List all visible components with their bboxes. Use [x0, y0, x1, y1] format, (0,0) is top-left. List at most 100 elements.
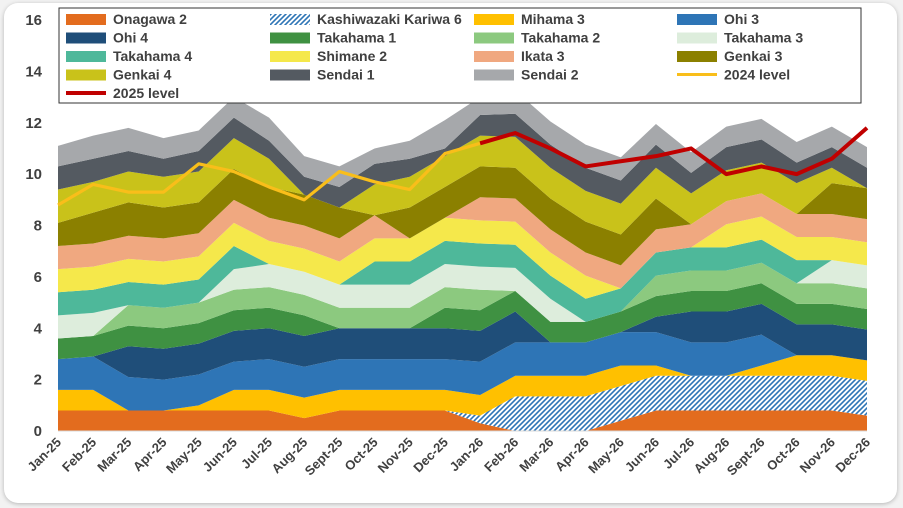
legend-label: Genkai 3: [724, 48, 783, 64]
area-ohi-3: [58, 332, 867, 411]
line-2024-level: [57, 141, 481, 207]
legend-label: Takahama 2: [521, 30, 600, 46]
area-onagawa-2: [58, 410, 867, 431]
legend-label: Onagawa 2: [113, 11, 187, 27]
legend-item-kashiwazaki-kariwa-6: Kashiwazaki Kariwa 6: [270, 11, 462, 27]
legend-label: Mihama 3: [521, 11, 585, 27]
area-mihama-3: [58, 355, 867, 419]
x-tick-label: Mar-26: [516, 435, 556, 475]
area-sendai-1: [58, 113, 867, 208]
area-ohi-4: [58, 303, 867, 380]
x-tick-label: May-26: [585, 435, 627, 477]
area-genkai-4: [58, 135, 867, 235]
x-tick-label: Nov-26: [797, 435, 838, 476]
legend-item-genkai-4: Genkai 4: [66, 67, 172, 83]
legend-swatch: [270, 69, 310, 81]
x-tick-label: Jan-25: [24, 435, 64, 475]
x-tick-label: Feb-26: [481, 435, 521, 475]
legend-item-genkai-3: Genkai 3: [677, 48, 783, 64]
legend-label: Sendai 2: [521, 67, 579, 83]
line-2025-level: [479, 126, 869, 177]
x-tick-label: Apr-25: [130, 435, 170, 475]
legend-swatch: [474, 69, 514, 81]
legend-label: Ohi 3: [724, 11, 759, 27]
area-kashiwazaki-kariwa-6: [58, 375, 867, 431]
legend-item-takahama-4: Takahama 4: [66, 48, 192, 64]
legend-item-shimane-2: Shimane 2: [270, 48, 387, 64]
area-takahama-3: [58, 260, 867, 339]
legend-item-2025-level: 2025 level: [66, 85, 179, 101]
x-tick-label: Mar-25: [94, 435, 134, 475]
legend-swatch: [66, 14, 106, 25]
legend-label: Kashiwazaki Kariwa 6: [317, 11, 462, 27]
x-tick-label: Jun-26: [622, 435, 662, 475]
y-tick-label: 14: [25, 63, 42, 80]
area-genkai-3: [58, 166, 867, 266]
legend-label: Takahama 1: [317, 30, 396, 46]
legend-label: Ikata 3: [521, 48, 565, 64]
legend-box: [58, 7, 862, 104]
x-tick-label: May-25: [163, 435, 205, 477]
legend-label: Sendai 1: [317, 67, 375, 83]
legend-swatch: [270, 51, 310, 62]
reference-lines: [57, 126, 869, 207]
y-tick-label: 0: [34, 423, 42, 440]
x-tick-label: Nov-25: [375, 435, 416, 476]
legend-item-takahama-1: Takahama 1: [270, 30, 396, 46]
y-tick-label: 6: [34, 269, 42, 286]
legend-item-takahama-2: Takahama 2: [474, 30, 600, 46]
y-tick-label: 2: [34, 372, 42, 389]
legend: Onagawa 2 Kashiwazaki Kariwa 6 Mihama 3 Ohi…: [58, 7, 862, 104]
legend-label: Takahama 4: [113, 48, 192, 64]
legend-item-2024-level: 2024 level: [677, 67, 790, 83]
legend-label: Shimane 2: [317, 48, 387, 64]
x-tick-label: Sept-26: [724, 435, 768, 479]
area-ikata-3: [58, 193, 867, 289]
y-tick-label: 10: [25, 166, 42, 183]
legend-label: Ohi 4: [113, 30, 148, 46]
x-tick-label: Jan-26: [446, 435, 486, 475]
legend-item-ohi-3: Ohi 3: [677, 11, 759, 27]
y-tick-label: 4: [34, 320, 43, 337]
legend-swatch: [677, 32, 717, 44]
legend-swatch: [474, 32, 514, 44]
legend-item-sendai-2: Sendai 2: [474, 67, 579, 83]
legend-item-onagawa-2: Onagawa 2: [66, 11, 187, 27]
legend-item-ohi-4: Ohi 4: [66, 30, 148, 46]
x-tick-label: Dec-25: [410, 435, 451, 476]
area-takahama-4: [58, 239, 867, 322]
legend-swatch: [474, 51, 514, 62]
legend-swatch: [474, 14, 514, 25]
legend-item-ikata-3: Ikata 3: [474, 48, 565, 64]
y-tick-label: 16: [25, 12, 42, 29]
y-tick-label: 12: [25, 115, 42, 132]
legend-item-sendai-1: Sendai 1: [270, 67, 375, 83]
legend-label: 2024 level: [724, 67, 790, 83]
legend-swatch: [66, 69, 106, 81]
x-tick-label: Feb-25: [59, 435, 99, 475]
legend-swatch: [66, 32, 106, 44]
x-tick-label: Dec-26: [832, 435, 873, 476]
legend-item-mihama-3: Mihama 3: [474, 11, 585, 27]
x-tick-label: Oct-25: [341, 435, 380, 474]
legend-item-takahama-3: Takahama 3: [677, 30, 803, 46]
area-shimane-2: [58, 216, 867, 299]
legend-swatch: [66, 51, 106, 62]
area-takahama-1: [58, 283, 867, 360]
legend-swatch: [270, 32, 310, 44]
legend-swatch: [677, 51, 717, 62]
area-sendai-2: [58, 90, 867, 187]
area-takahama-2: [58, 262, 867, 339]
x-tick-label: Jun-25: [200, 435, 240, 475]
y-tick-label: 8: [34, 218, 42, 235]
area-layers: [58, 90, 867, 431]
legend-label: 2025 level: [113, 85, 179, 101]
legend-label: Takahama 3: [724, 30, 803, 46]
x-tick-label: Oct-26: [764, 435, 803, 474]
legend-swatch: [270, 14, 310, 25]
x-tick-label: Apr-26: [552, 435, 592, 475]
x-tick-label: Sept-25: [302, 435, 346, 479]
legend-swatch: [677, 14, 717, 25]
legend-label: Genkai 4: [113, 67, 172, 83]
